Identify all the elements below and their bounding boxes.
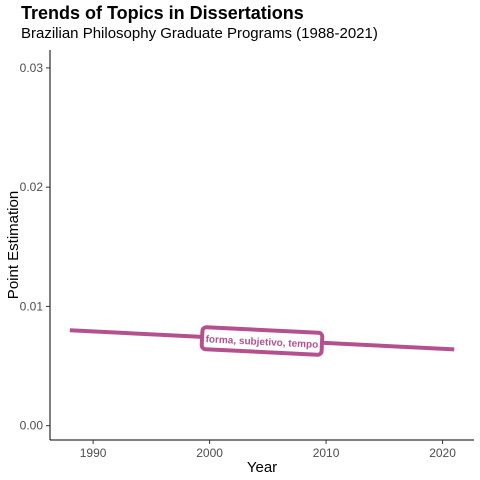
y-tick-label: 0.01 (20, 299, 44, 313)
series-label: forma, subjetivo, tempo (199, 325, 325, 357)
y-tick-label: 0.03 (20, 61, 44, 75)
axes (49, 50, 474, 441)
x-axis-label: Year (247, 459, 277, 476)
x-tick-label: 2020 (429, 446, 456, 460)
tick-group: 1990 2000 2010 2020 0.00 0.01 0.02 0.03 (20, 61, 457, 460)
chart-subtitle: Brazilian Philosophy Graduate Programs (… (21, 25, 378, 42)
chart-title: Trends of Topics in Dissertations (21, 3, 304, 23)
x-tick-label: 2000 (196, 446, 223, 460)
x-tick-label: 1990 (80, 446, 107, 460)
y-axis-label: Point Estimation (5, 191, 22, 299)
y-tick-label: 0.02 (20, 180, 44, 194)
series-group: forma, subjetivo, tempo (69, 325, 455, 357)
y-tick-label: 0.00 (20, 419, 44, 433)
x-tick-label: 2010 (313, 446, 340, 460)
series-label-box (199, 325, 325, 357)
